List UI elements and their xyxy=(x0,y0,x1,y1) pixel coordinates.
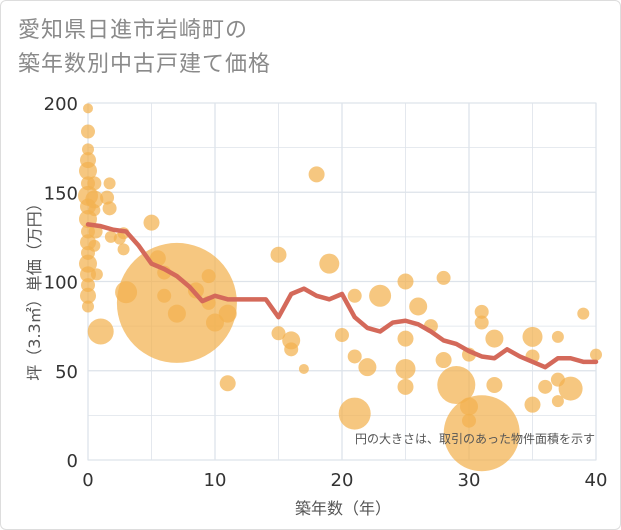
data-bubble xyxy=(551,395,564,408)
data-bubble xyxy=(590,348,602,361)
data-bubble xyxy=(338,397,371,430)
x-tick-label: 20 xyxy=(331,470,354,491)
data-bubble xyxy=(298,363,309,374)
data-bubble xyxy=(104,230,117,243)
data-bubble xyxy=(436,270,451,285)
x-tick-label: 30 xyxy=(458,470,481,491)
data-bubble xyxy=(201,269,216,284)
data-bubble xyxy=(218,304,237,323)
data-bubble xyxy=(347,288,362,303)
data-bubble xyxy=(308,166,325,183)
data-bubble xyxy=(397,273,414,290)
data-bubble xyxy=(82,143,94,156)
data-bubble xyxy=(474,304,489,319)
bubbles xyxy=(78,103,602,472)
data-bubble xyxy=(437,366,476,405)
data-bubble xyxy=(522,326,543,347)
trend-line xyxy=(85,222,599,370)
data-bubble xyxy=(558,376,583,401)
data-bubble xyxy=(83,103,93,114)
data-bubble xyxy=(551,330,564,343)
data-bubble xyxy=(271,326,286,341)
data-bubble xyxy=(358,358,377,377)
y-axis-label: 坪（3.3㎡）単価（万円） xyxy=(25,195,44,380)
data-bubble xyxy=(219,375,236,392)
title-line-2: 築年数別中古戸建て価格 xyxy=(18,52,272,77)
data-bubble xyxy=(435,352,452,369)
data-bubble xyxy=(143,214,160,231)
data-bubble xyxy=(103,177,116,190)
data-bubble xyxy=(167,304,186,323)
data-bubble xyxy=(88,204,101,217)
data-bubble xyxy=(397,330,414,347)
data-bubble xyxy=(80,287,96,304)
x-tick-label: 0 xyxy=(82,470,93,491)
data-bubble xyxy=(486,377,503,394)
data-bubble xyxy=(90,268,103,281)
x-axis-label: 築年数（年） xyxy=(295,499,391,518)
y-tick-label: 50 xyxy=(55,362,78,383)
data-bubble xyxy=(395,358,416,379)
bubble-size-note: 円の大きさは、取引のあった物件面積を示す xyxy=(355,431,595,446)
data-bubble xyxy=(88,239,101,252)
data-bubble xyxy=(347,349,362,364)
tick-labels: 0 10 20 30 40 0 50 100 150 200 xyxy=(44,94,608,491)
data-bubble xyxy=(81,124,95,139)
x-tick-label: 10 xyxy=(204,470,227,491)
data-bubble xyxy=(100,190,115,205)
data-bubble xyxy=(116,242,237,363)
data-bubble xyxy=(409,297,428,316)
data-bubble xyxy=(80,266,96,283)
title-line-1: 愛知県日進市岩崎町の xyxy=(18,18,249,43)
data-bubble xyxy=(284,342,299,357)
data-bubble xyxy=(524,396,541,413)
y-tick-label: 150 xyxy=(44,183,78,204)
data-bubble xyxy=(117,243,130,256)
data-bubble xyxy=(85,190,104,209)
data-bubble xyxy=(81,278,95,293)
data-bubble xyxy=(538,379,553,394)
data-bubble xyxy=(102,201,117,216)
data-bubble xyxy=(82,300,94,313)
data-bubble xyxy=(577,307,590,320)
y-tick-label: 200 xyxy=(44,94,78,115)
chart-title: 愛知県日進市岩崎町の 築年数別中古戸建て価格 xyxy=(18,14,271,82)
data-bubble xyxy=(485,329,504,348)
data-bubble xyxy=(319,253,340,274)
data-bubble xyxy=(335,328,349,343)
trend-line-group xyxy=(85,222,599,370)
y-tick-label: 0 xyxy=(67,451,78,472)
data-bubble xyxy=(87,318,114,345)
data-bubble xyxy=(270,246,287,263)
data-bubble xyxy=(79,161,97,180)
y-tick-label: 100 xyxy=(44,273,78,294)
x-tick-label: 40 xyxy=(585,470,608,491)
data-bubble xyxy=(206,313,224,332)
data-bubble xyxy=(443,395,520,472)
data-bubble xyxy=(397,378,414,395)
data-bubble xyxy=(87,176,102,191)
data-bubble xyxy=(369,284,392,307)
data-bubble xyxy=(474,315,489,330)
